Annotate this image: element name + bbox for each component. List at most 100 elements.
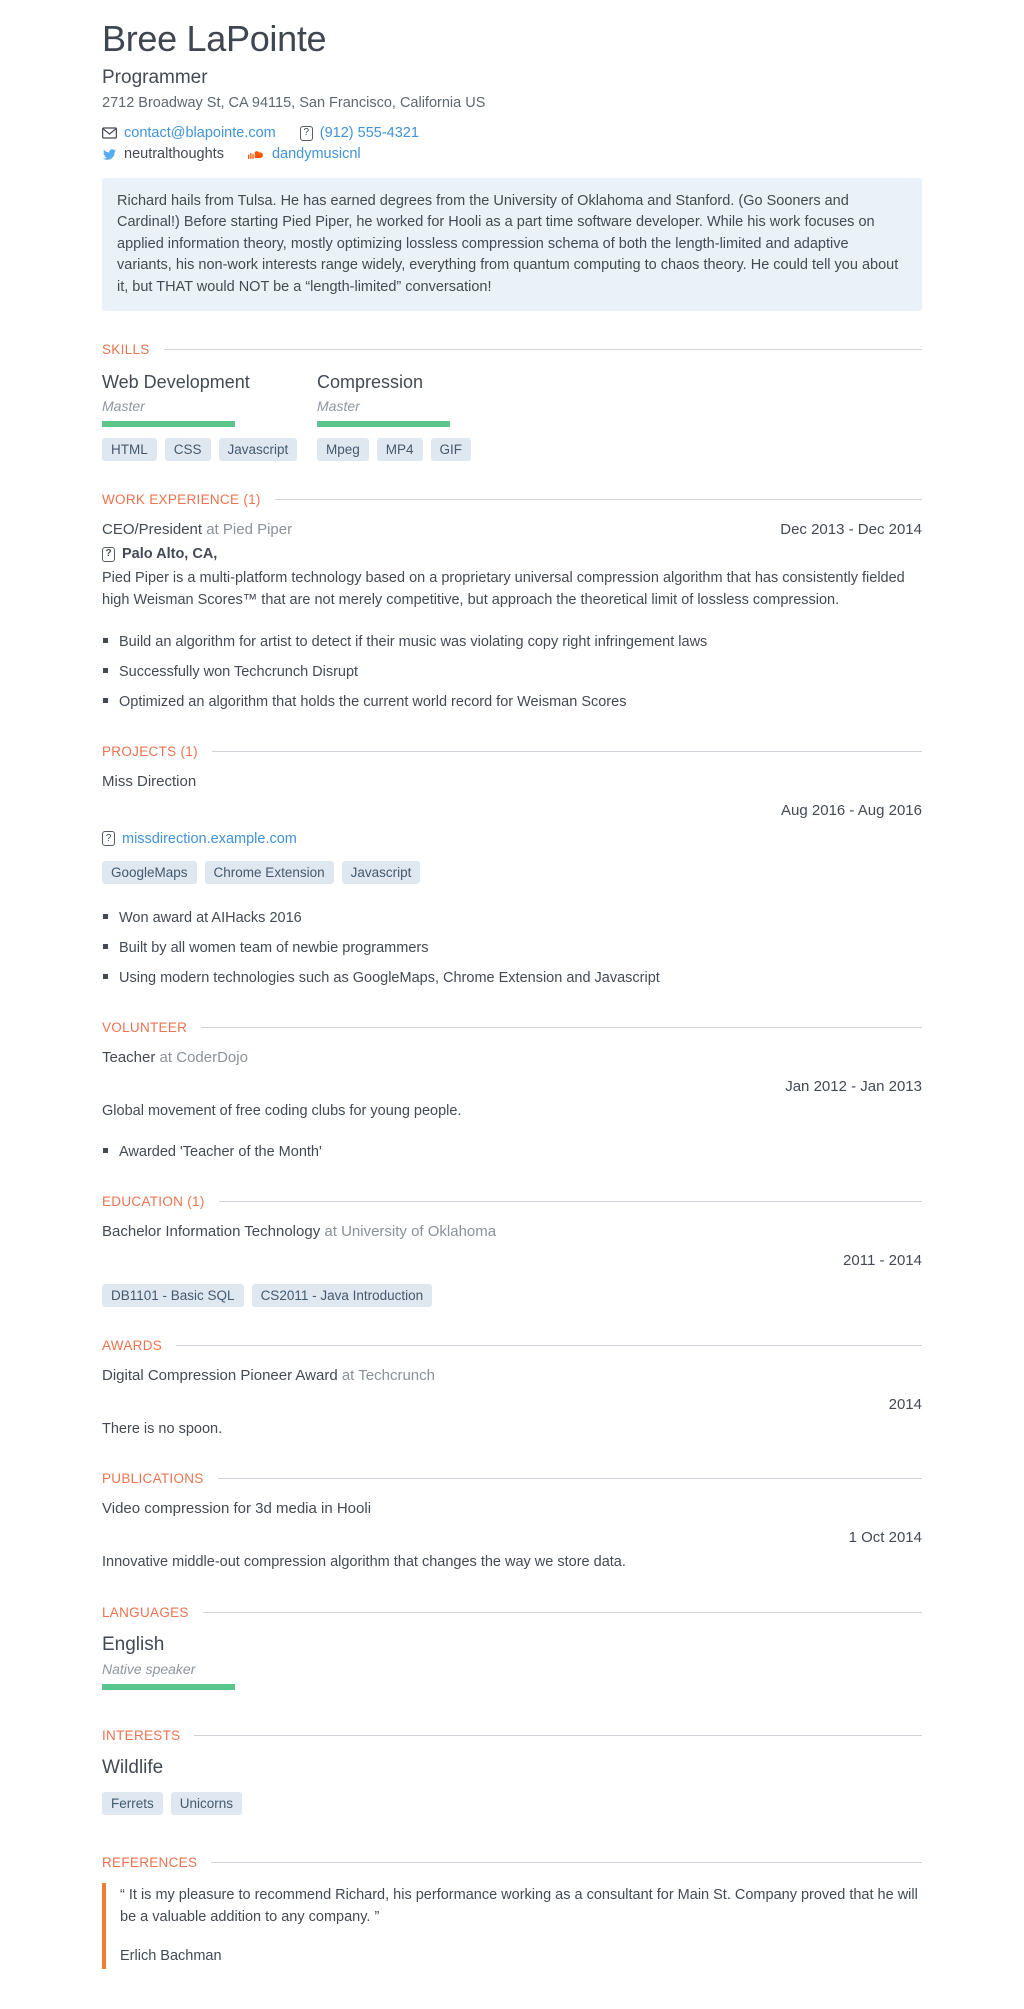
education-degree-line: Bachelor Information Technology at Unive… — [102, 1223, 922, 1240]
interests-section-heading: INTERESTS — [102, 1728, 922, 1743]
interest-keyword-tag: Unicorns — [170, 1792, 243, 1816]
course-tag: DB1101 - Basic SQL — [102, 1283, 244, 1307]
section-divider — [274, 499, 922, 501]
volunteer-position-and-org: Teacher at CoderDojo — [102, 1049, 248, 1066]
project-keyword-row: GoogleMaps Chrome Extension Javascript — [102, 860, 922, 884]
publications-section-title: PUBLICATIONS — [102, 1471, 204, 1487]
project-name-line: Miss Direction — [102, 773, 922, 790]
skills-section-heading: SKILLS — [102, 342, 922, 357]
skill-level: Master — [102, 398, 145, 415]
skill-item: Compression Master Mpeg MP4 GIF — [317, 372, 532, 462]
person-role: Programmer — [102, 67, 208, 88]
volunteer-date-range: Jan 2012 - Jan 2013 — [785, 1077, 922, 1095]
language-progress-bar — [102, 1684, 235, 1691]
skill-keyword-tag: Mpeg — [317, 438, 369, 462]
skill-name: Compression — [317, 372, 424, 393]
resume-page: Bree LaPointe Programmer 2712 Broadway S… — [102, 0, 922, 2009]
skills-section: SKILLS Web Development Master HTML CSS J… — [102, 342, 922, 462]
highlight-item: Build an algorithm for artist to detect … — [102, 632, 922, 652]
project-date-row: Aug 2016 - Aug 2016 — [102, 802, 922, 819]
at-connector: at — [341, 1366, 355, 1384]
section-divider — [218, 1200, 922, 1202]
company-name: Pied Piper — [222, 521, 293, 539]
award-summary: There is no spoon. — [102, 1420, 223, 1437]
skill-keyword-tag: Javascript — [218, 438, 298, 462]
award-title-line: Digital Compression Pioneer Award at Tec… — [102, 1367, 922, 1384]
reference-name: Erlich Bachman — [120, 1947, 222, 1964]
publication-title: Video compression for 3d media in Hooli — [102, 1500, 372, 1518]
work-section: WORK EXPERIENCE (1) CEO/President at Pie… — [102, 492, 922, 712]
awards-section-heading: AWARDS — [102, 1338, 922, 1353]
project-keyword-tag: Javascript — [341, 860, 421, 884]
email-contact: contact@blapointe.com — [102, 125, 276, 141]
project-keyword-tag: Chrome Extension — [204, 860, 334, 884]
education-section-heading: EDUCATION (1) — [102, 1194, 922, 1209]
projects-section-heading: PROJECTS (1) — [102, 744, 922, 759]
twitter-handle: neutralthoughts — [124, 146, 224, 162]
website-missing-glyph-icon: ? — [102, 831, 115, 847]
languages-section: LANGUAGES English Native speaker — [102, 1605, 922, 1691]
interests-section: INTERESTS Wildlife Ferrets Unicorns — [102, 1728, 922, 1816]
work-highlights: Build an algorithm for artist to detect … — [102, 632, 922, 713]
course-tag-row: DB1101 - Basic SQL CS2011 - Java Introdu… — [102, 1283, 922, 1307]
summary-box: Richard hails from Tulsa. He has earned … — [102, 178, 922, 312]
phone-contact: ? (912) 555-4321 — [299, 125, 419, 141]
languages-section-heading: LANGUAGES — [102, 1605, 922, 1620]
volunteer-section-heading: VOLUNTEER — [102, 1020, 922, 1035]
soundcloud-link[interactable]: dandymusicnl — [271, 146, 361, 162]
project-keyword-tag: GoogleMaps — [102, 860, 197, 884]
publication-date-row: 1 Oct 2014 — [102, 1529, 922, 1546]
references-section: REFERENCES “ It is my pleasure to recomm… — [102, 1855, 922, 1970]
skill-name: Web Development — [102, 372, 250, 393]
position-title: CEO/President — [102, 521, 203, 539]
project-website-link[interactable]: missdirection.example.com — [122, 830, 297, 847]
volunteer-position-line: Teacher at CoderDojo — [102, 1049, 922, 1066]
publication-date: 1 Oct 2014 — [848, 1529, 922, 1547]
volunteer-highlights: Awarded 'Teacher of the Month' — [102, 1142, 922, 1162]
education-section-title: EDUCATION (1) — [102, 1193, 205, 1209]
degree-title: Bachelor Information Technology — [102, 1222, 321, 1240]
work-location-line: ? Palo Alto, CA, — [102, 546, 922, 562]
volunteer-section-title: VOLUNTEER — [102, 1019, 188, 1035]
section-divider — [194, 1735, 922, 1737]
position-and-company: CEO/President at Pied Piper — [102, 521, 292, 538]
projects-section-title: PROJECTS (1) — [102, 743, 198, 759]
volunteer-date-row: Jan 2012 - Jan 2013 — [102, 1078, 922, 1095]
highlight-item: Awarded 'Teacher of the Month' — [102, 1142, 922, 1162]
work-summary: Pied Piper is a multi-platform technolog… — [102, 570, 905, 609]
contact-row-2: neutralthoughts dandymusicnl — [102, 146, 922, 162]
section-divider — [163, 349, 922, 351]
skill-progress-bar — [102, 421, 235, 428]
person-address: 2712 Broadway St, CA 94115, San Francisc… — [102, 95, 486, 111]
interest-name: Wildlife — [102, 1757, 164, 1779]
soundcloud-cloud-icon — [247, 151, 263, 159]
contact-row-1: contact@blapointe.com ? (912) 555-4321 — [102, 125, 922, 141]
skill-keyword-tag: GIF — [430, 438, 472, 462]
skill-keyword-row: Mpeg MP4 GIF — [317, 438, 532, 462]
project-highlights: Won award at AIHacks 2016 Built by all w… — [102, 908, 922, 989]
phone-missing-glyph-icon: ? — [299, 125, 313, 141]
section-divider — [217, 1478, 922, 1480]
skill-keyword-row: HTML CSS Javascript — [102, 438, 317, 462]
projects-section: PROJECTS (1) Miss Direction Aug 2016 - A… — [102, 744, 922, 989]
highlight-item: Won award at AIHacks 2016 — [102, 908, 922, 928]
awards-section-title: AWARDS — [102, 1337, 163, 1353]
location-missing-glyph-icon: ? — [102, 546, 115, 562]
highlight-item: Optimized an algorithm that holds the cu… — [102, 692, 922, 712]
volunteer-summary: Global movement of free coding clubs for… — [102, 1102, 462, 1119]
section-divider — [211, 1862, 922, 1864]
highlight-item: Built by all women team of newbie progra… — [102, 938, 922, 958]
phone-link[interactable]: (912) 555-4321 — [319, 125, 419, 141]
email-link[interactable]: contact@blapointe.com — [124, 125, 276, 141]
award-date-row: 2014 — [102, 1396, 922, 1413]
soundcloud-contact: dandymusicnl — [247, 146, 361, 162]
publications-section-heading: PUBLICATIONS — [102, 1471, 922, 1486]
school-name: University of Oklahoma — [341, 1222, 497, 1240]
award-title-and-awarder: Digital Compression Pioneer Award at Tec… — [102, 1367, 435, 1384]
interests-section-title: INTERESTS — [102, 1728, 181, 1744]
award-title: Digital Compression Pioneer Award — [102, 1366, 338, 1384]
award-date: 2014 — [888, 1395, 922, 1413]
section-divider — [211, 750, 922, 752]
section-divider — [202, 1612, 922, 1614]
twitter-bird-icon — [103, 148, 117, 160]
